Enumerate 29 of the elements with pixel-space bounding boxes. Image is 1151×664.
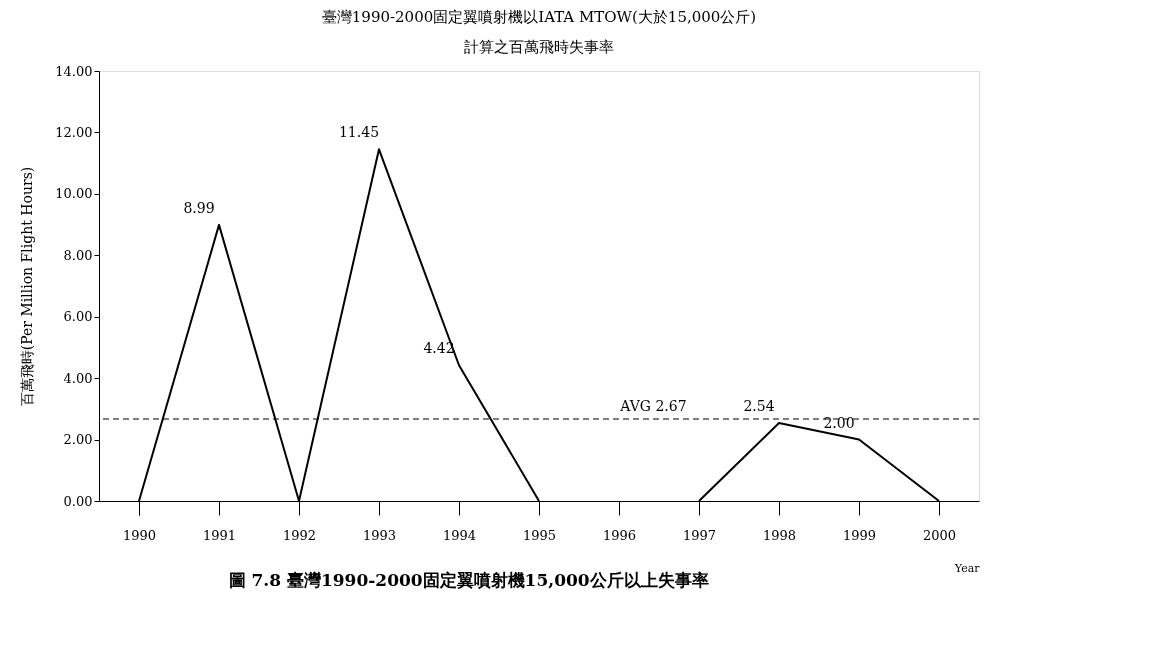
y-tick-label: 4.00 [63,370,93,386]
x-tick-label: 1995 [522,527,557,543]
y-tick-label: 0.00 [63,493,93,509]
x-tick-label: 1999 [842,527,877,543]
y-tick-label: 14.00 [55,63,93,79]
y-tick-label: 12.00 [55,124,93,140]
x-tick-label: 2000 [922,527,957,543]
text: 計算之百萬飛時失事率 [464,38,614,56]
data-label: 2.00 [823,414,855,431]
y-tick-label: 6.00 [63,309,93,325]
y-tick-label: 2.00 [63,432,93,448]
y-axis-title: 百萬飛時(Per Million Flight Hours) [19,166,36,407]
x-tick-label: 1996 [602,527,637,543]
x-tick-label: 1998 [762,527,797,543]
data-label: 2.54 [743,397,775,414]
ref-line-label: AVG 2.67 [619,397,687,414]
y-tick-label: 10.00 [55,186,93,202]
y-tick-label: 8.00 [63,247,93,263]
x-tick-label: 1993 [362,527,397,543]
data-label: 11.45 [338,124,380,141]
caption: 圖 7.8 臺灣1990-2000固定翼噴射機15,000公斤以上失事率 [228,570,709,590]
x-tick-label: 1994 [442,527,477,543]
x-tick-label: 1991 [202,527,237,543]
x-tick-label: 1992 [282,527,317,543]
x-tick-label: 1990 [122,527,157,543]
x-tick-label: 1997 [682,527,717,543]
text: 臺灣1990-2000固定翼噴射機以IATA MTOW(大於15,000公斤) [321,8,757,26]
data-label: 8.99 [183,199,215,216]
x-axis-title: Year [953,561,981,575]
